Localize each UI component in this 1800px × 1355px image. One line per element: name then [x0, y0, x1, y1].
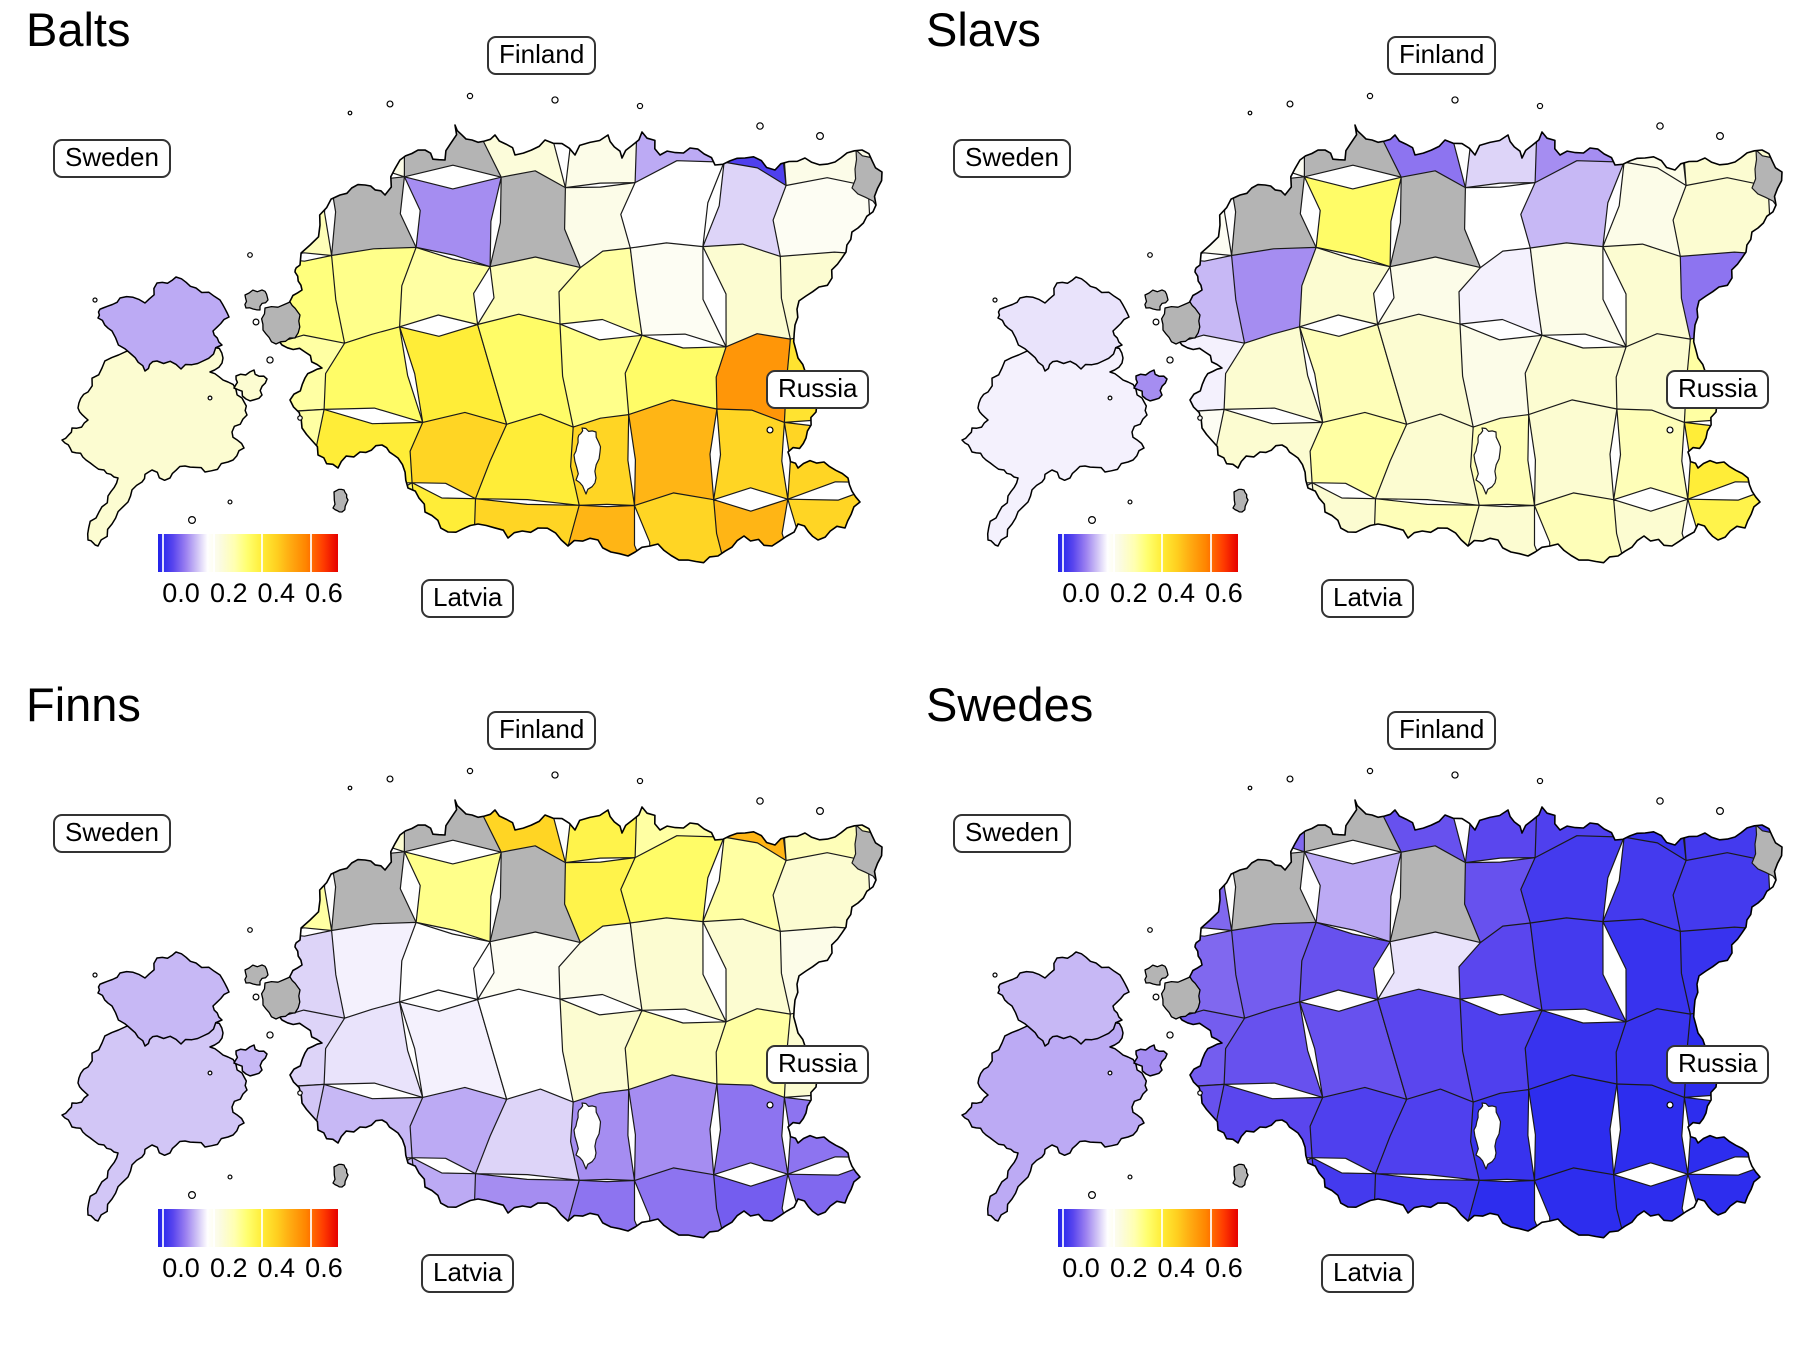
- panel-swedes: Swedes Finland Sweden Russia Latvia 0.0 …: [900, 675, 1800, 1350]
- legend-tick-2: 0.4: [257, 1253, 296, 1283]
- panel-slavs: Slavs Finland Sweden Russia Latvia 0.0 0…: [900, 0, 1800, 675]
- legend-tick-0: 0.0: [1062, 1253, 1100, 1283]
- legend-tick-mark: [260, 1209, 263, 1247]
- map-swedes: [900, 675, 1800, 1350]
- country-label-russia: Russia: [1666, 370, 1770, 409]
- legend-tick-mark: [212, 1209, 215, 1247]
- legend-tick-mark: [1160, 534, 1163, 572]
- panel-title-balts: Balts: [26, 3, 131, 56]
- color-legend: 0.0 0.2 0.4 0.6: [158, 534, 343, 614]
- legend-tick-0: 0.0: [162, 1253, 200, 1283]
- legend-tick-2: 0.4: [257, 578, 296, 608]
- country-label-latvia: Latvia: [421, 579, 515, 618]
- country-label-finland: Finland: [487, 36, 597, 75]
- legend-colorbar: [1058, 1209, 1238, 1247]
- color-legend: 0.0 0.2 0.4 0.6: [1058, 534, 1243, 614]
- legend-tick-mark: [1062, 1209, 1065, 1247]
- legend-tick-1: 0.2: [1109, 1253, 1148, 1283]
- panel-balts: Balts Finland Sweden Russia Latvia 0.0 0…: [0, 0, 900, 675]
- legend-tick-mark: [260, 534, 263, 572]
- legend-colorbar: [158, 1209, 338, 1247]
- legend-tick-labels: 0.0 0.2 0.4 0.6: [1058, 578, 1242, 608]
- legend-tick-mark: [1210, 1209, 1212, 1247]
- panel-title-finns: Finns: [26, 678, 141, 731]
- legend-tick-3: 0.6: [1205, 578, 1243, 608]
- country-label-russia: Russia: [766, 370, 870, 409]
- map-finns: [0, 675, 900, 1350]
- legend-tick-mark: [1112, 1209, 1115, 1247]
- legend-tick-1: 0.2: [1109, 578, 1148, 608]
- legend-tick-mark: [212, 534, 215, 572]
- country-label-sweden: Sweden: [953, 814, 1071, 853]
- legend-tick-3: 0.6: [1205, 1253, 1243, 1283]
- panel-title-slavs: Slavs: [926, 3, 1041, 56]
- legend-tick-labels: 0.0 0.2 0.4 0.6: [158, 1253, 342, 1283]
- country-label-sweden: Sweden: [53, 139, 171, 178]
- legend-tick-mark: [1062, 534, 1065, 572]
- country-label-latvia: Latvia: [1321, 579, 1415, 618]
- country-label-finland: Finland: [1387, 711, 1497, 750]
- legend-tick-3: 0.6: [305, 1253, 343, 1283]
- legend-tick-labels: 0.0 0.2 0.4 0.6: [1058, 1253, 1242, 1283]
- legend-tick-mark: [310, 1209, 312, 1247]
- country-label-russia: Russia: [1666, 1045, 1770, 1084]
- legend-tick-mark: [1112, 534, 1115, 572]
- color-legend: 0.0 0.2 0.4 0.6: [158, 1209, 343, 1289]
- legend-tick-2: 0.4: [1157, 578, 1196, 608]
- panel-title-swedes: Swedes: [926, 678, 1094, 731]
- map-balts: [0, 0, 900, 675]
- legend-tick-mark: [1210, 534, 1212, 572]
- legend-tick-0: 0.0: [1062, 578, 1100, 608]
- legend-tick-mark: [1160, 1209, 1163, 1247]
- country-label-sweden: Sweden: [953, 139, 1071, 178]
- legend-tick-mark: [310, 534, 312, 572]
- panel-finns: Finns Finland Sweden Russia Latvia 0.0 0…: [0, 675, 900, 1350]
- country-label-finland: Finland: [487, 711, 597, 750]
- legend-tick-labels: 0.0 0.2 0.4 0.6: [158, 578, 342, 608]
- legend-tick-1: 0.2: [209, 1253, 248, 1283]
- country-label-russia: Russia: [766, 1045, 870, 1084]
- legend-tick-0: 0.0: [162, 578, 200, 608]
- legend-colorbar: [1058, 534, 1238, 572]
- country-label-latvia: Latvia: [421, 1254, 515, 1293]
- legend-tick-1: 0.2: [209, 578, 248, 608]
- color-legend: 0.0 0.2 0.4 0.6: [1058, 1209, 1243, 1289]
- country-label-finland: Finland: [1387, 36, 1497, 75]
- legend-colorbar: [158, 534, 338, 572]
- country-label-latvia: Latvia: [1321, 1254, 1415, 1293]
- map-slavs: [900, 0, 1800, 675]
- legend-tick-3: 0.6: [305, 578, 343, 608]
- legend-tick-2: 0.4: [1157, 1253, 1196, 1283]
- legend-tick-mark: [162, 1209, 165, 1247]
- legend-tick-mark: [162, 534, 165, 572]
- country-label-sweden: Sweden: [53, 814, 171, 853]
